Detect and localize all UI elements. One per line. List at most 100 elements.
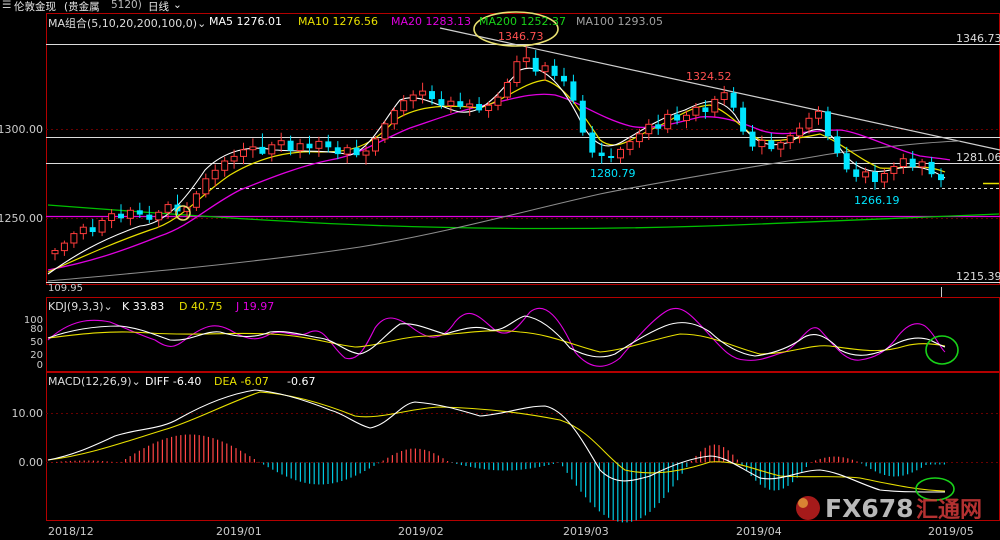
- candle-up: [108, 213, 116, 221]
- candle-up: [60, 242, 68, 252]
- candle-up: [419, 90, 427, 96]
- legend-dea: DEA -6.07: [214, 375, 269, 388]
- menu-icon[interactable]: ☰: [2, 0, 12, 11]
- chevron-down-icon[interactable]: ⌄: [103, 300, 113, 313]
- top-title-bar: ☰ 伦敦金现 (贵金属 5120) 日线 ⌄: [0, 0, 1000, 13]
- candle-down: [532, 57, 539, 72]
- candle-up: [249, 146, 257, 151]
- candle-up: [796, 127, 804, 137]
- candlestick-series: [51, 46, 944, 261]
- candle-down: [853, 169, 860, 177]
- legend-j: J 19.97: [236, 300, 275, 313]
- candle-up: [381, 123, 389, 140]
- candle-up: [626, 141, 634, 150]
- main-legend: MA组合(5,10,20,200,100,0)⌄: [48, 15, 206, 31]
- chevron-down-icon[interactable]: ⌄: [131, 375, 141, 388]
- candle-down: [589, 132, 596, 153]
- x-tick-label: 2019/02: [398, 525, 444, 538]
- kdj-tick-label: 80: [30, 324, 43, 335]
- kdj-indicator-name[interactable]: KDJ(9,3,3): [48, 300, 104, 313]
- ma20-line: [47, 93, 951, 271]
- instrument-code: 5120): [111, 0, 142, 11]
- legend-ma20: MA20 1283.13: [391, 15, 471, 28]
- candle-down: [824, 111, 831, 137]
- x-tick-label: 2019/03: [563, 525, 609, 538]
- candle-down: [598, 152, 605, 156]
- candle-down: [325, 141, 332, 148]
- candle-up: [230, 155, 238, 162]
- candle-down: [909, 158, 916, 167]
- crossover-circle: [175, 205, 191, 221]
- kdj-tick-label: 0: [37, 360, 43, 371]
- candle-up: [777, 142, 785, 150]
- candle-up: [277, 140, 285, 146]
- legend-k: K 33.83: [122, 300, 165, 313]
- macd-diff-line: [47, 389, 946, 493]
- right-label-1281: 1281.06: [956, 151, 1000, 164]
- candle-up: [890, 166, 898, 174]
- candle-up: [899, 158, 907, 167]
- candle-down: [551, 65, 558, 76]
- candle-down: [438, 99, 445, 106]
- candle-up: [645, 123, 653, 135]
- kdj-j-line: [47, 307, 946, 367]
- candle-down: [561, 75, 567, 82]
- candle-down: [579, 100, 586, 133]
- candle-up: [522, 57, 530, 63]
- candle-down: [136, 210, 143, 215]
- candle-down: [89, 227, 96, 232]
- watermark-text: FX678: [825, 494, 914, 523]
- candle-up: [268, 144, 276, 155]
- candle-up: [541, 65, 549, 73]
- candle-up: [466, 103, 474, 108]
- candle-down: [749, 131, 756, 147]
- period-selector[interactable]: 日线: [148, 1, 169, 13]
- candle-up: [494, 96, 502, 106]
- kdj-highlight-circle: [925, 335, 959, 365]
- kdj-d-line: [47, 330, 946, 355]
- candle-up: [815, 110, 822, 119]
- macd-indicator-name[interactable]: MACD(12,26,9): [48, 375, 132, 388]
- macd-highlight-circle: [915, 477, 955, 501]
- candle-down: [928, 161, 935, 175]
- candle-down: [674, 114, 681, 121]
- watermark-subtext: 汇通网: [916, 498, 982, 523]
- candle-up: [805, 117, 813, 129]
- candle-up: [664, 113, 672, 130]
- kdj-legend: KDJ(9,3,3)⌄: [48, 300, 113, 313]
- candle-down: [353, 147, 360, 156]
- candle-up: [296, 143, 304, 152]
- annotation-high1: 1346.73: [498, 30, 544, 43]
- candle-down: [146, 214, 153, 220]
- candle-down: [702, 107, 709, 112]
- chevron-down-icon[interactable]: ⌄: [173, 0, 182, 11]
- candle-up: [400, 100, 408, 112]
- legend-ma100: MA100 1293.05: [576, 15, 663, 28]
- macd-tick-label: 10.00: [12, 407, 44, 420]
- candle-down: [334, 147, 341, 155]
- macd-dea-line: [47, 391, 946, 492]
- candle-up: [372, 138, 379, 152]
- ma5-line: [47, 67, 946, 275]
- candle-up: [126, 209, 134, 219]
- candle-up: [202, 178, 210, 195]
- candle-up: [880, 173, 888, 183]
- candle-down: [872, 171, 878, 182]
- trend-line: [439, 27, 1000, 151]
- candle-up: [786, 135, 794, 144]
- candle-up: [211, 169, 219, 180]
- right-label-1346: 1346.73: [956, 32, 1000, 45]
- macd-legend: MACD(12,26,9)⌄: [48, 375, 141, 388]
- candle-up: [315, 140, 323, 149]
- candle-up: [862, 171, 870, 178]
- candle-down: [306, 143, 313, 149]
- candle-up: [711, 98, 719, 113]
- chevron-down-icon[interactable]: ⌄: [197, 17, 207, 30]
- watermark-orb-highlight: [798, 498, 808, 508]
- candle-up: [155, 211, 163, 221]
- candle-up: [720, 92, 728, 100]
- main-indicator-name[interactable]: MA组合(5,10,20,200,100,0): [48, 17, 198, 30]
- legend-ma5: MA5 1276.01: [209, 15, 282, 28]
- annotation-high2: 1324.52: [686, 70, 732, 83]
